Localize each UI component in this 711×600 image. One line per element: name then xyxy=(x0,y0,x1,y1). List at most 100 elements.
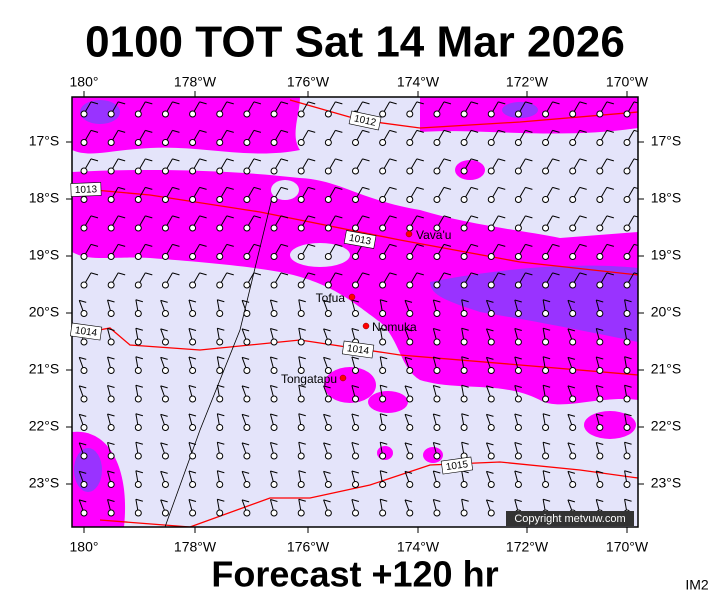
barb-flag xyxy=(298,327,306,331)
barb-flag xyxy=(351,413,360,417)
barb-station xyxy=(569,338,577,346)
barb-flag xyxy=(404,499,413,503)
barb-station xyxy=(569,481,577,488)
barb-station xyxy=(379,367,387,374)
heavy-rain-area xyxy=(502,102,538,118)
barb-flag xyxy=(606,186,614,190)
barb-flag xyxy=(280,243,289,247)
barb-flag xyxy=(416,243,424,247)
barb-flag xyxy=(135,498,144,502)
barb-flag xyxy=(323,356,331,360)
barb-flag xyxy=(486,385,494,389)
barb-station xyxy=(487,424,495,431)
barb-station xyxy=(297,395,305,403)
barb-flag xyxy=(172,272,180,276)
barb-flag xyxy=(226,272,234,276)
barb-station xyxy=(134,452,142,460)
barb-flag xyxy=(380,356,388,360)
barb-station xyxy=(487,167,495,175)
barb-station xyxy=(161,196,169,203)
barb-flag xyxy=(596,327,604,331)
isobar-line xyxy=(72,327,638,376)
lat-label: 19°S xyxy=(651,247,682,263)
barb-flag xyxy=(308,101,316,105)
barb-station xyxy=(216,281,224,289)
barb-flag xyxy=(323,442,331,446)
barb-station xyxy=(460,424,468,431)
barb-flag xyxy=(160,385,168,389)
barb-station xyxy=(134,367,142,374)
barb-flag xyxy=(90,243,99,247)
barb-flag xyxy=(433,498,441,502)
place-label: Tofua xyxy=(316,291,346,305)
barb-flag xyxy=(308,272,316,276)
barb-station xyxy=(433,139,441,146)
isobar-label-text: 1013 xyxy=(348,233,372,248)
barb-station xyxy=(161,509,169,517)
barb-flag xyxy=(470,101,479,105)
barb-flag xyxy=(567,299,576,303)
barb-station xyxy=(216,509,224,517)
barb-station xyxy=(379,424,387,431)
barb-flag xyxy=(335,215,343,219)
barb-flag xyxy=(298,356,306,360)
barb-flag xyxy=(470,186,479,190)
barb-station xyxy=(107,452,115,460)
barb-station xyxy=(433,253,441,260)
barb-flag xyxy=(351,441,360,445)
barb-station xyxy=(80,367,88,374)
barb-station xyxy=(433,224,441,232)
barb-flag xyxy=(145,158,153,162)
barb-station xyxy=(107,395,115,403)
heavy-rain-area xyxy=(80,100,120,124)
barb-flag xyxy=(606,101,614,105)
barb-station xyxy=(542,167,550,175)
barb-flag xyxy=(542,356,551,360)
barb-flag xyxy=(217,299,225,303)
barb-flag xyxy=(188,498,197,502)
barb-flag xyxy=(542,441,551,445)
barb-flag xyxy=(226,158,234,162)
barb-flag xyxy=(416,129,424,133)
barb-station xyxy=(134,395,142,403)
barb-flag xyxy=(470,129,479,133)
barb-station xyxy=(324,196,332,203)
barb-flag xyxy=(253,215,262,219)
barb-station xyxy=(297,196,305,203)
barb-flag xyxy=(241,470,250,474)
barb-flag xyxy=(351,356,360,360)
barb-station xyxy=(406,224,414,232)
barb-station xyxy=(433,452,441,460)
barb-station xyxy=(270,281,278,289)
barb-station xyxy=(134,481,142,488)
barb-station xyxy=(297,253,305,260)
barb-flag xyxy=(217,498,225,502)
barb-station xyxy=(487,481,495,488)
barb-flag xyxy=(579,158,587,162)
lon-label: 170°W xyxy=(606,74,649,90)
barb-flag xyxy=(323,299,331,303)
barb-station xyxy=(270,139,278,146)
barb-station xyxy=(107,424,115,431)
barb-station xyxy=(460,395,468,403)
barb-station xyxy=(433,395,441,403)
barb-station xyxy=(324,509,332,517)
barb-station xyxy=(379,224,387,232)
barb-station xyxy=(406,452,414,460)
barb-flag xyxy=(498,158,506,162)
barb-station xyxy=(514,196,522,203)
barb-flag xyxy=(118,158,126,162)
barb-station xyxy=(596,367,604,374)
place-dot xyxy=(362,322,370,330)
barb-flag xyxy=(486,299,494,303)
barb-flag xyxy=(135,356,144,360)
barb-station xyxy=(161,224,169,232)
barb-flag xyxy=(443,272,452,276)
barb-flag xyxy=(416,158,424,162)
barb-station xyxy=(460,224,468,232)
barb-station xyxy=(80,139,88,146)
barb-flag xyxy=(461,384,469,388)
barb-station xyxy=(569,167,577,175)
barb-station xyxy=(433,367,441,374)
barb-station xyxy=(324,395,332,403)
